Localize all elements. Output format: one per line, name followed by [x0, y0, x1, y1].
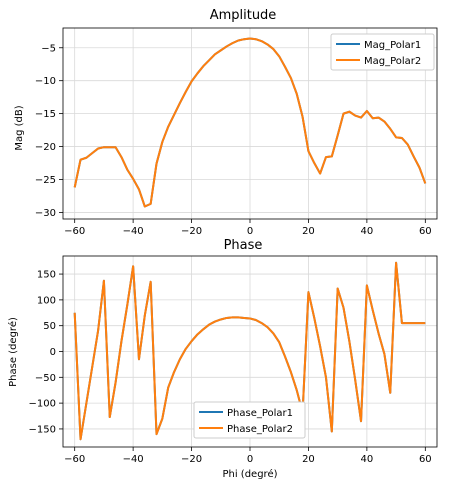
amplitude-ytick-label: −15: [35, 109, 56, 120]
amplitude-ytick-label: −30: [35, 208, 56, 219]
amplitude-xtick-label: −40: [123, 226, 144, 237]
phase-legend: Phase_Polar1 Phase_Polar2: [193, 401, 306, 439]
amplitude-ytick-label: −20: [35, 142, 56, 153]
phase-yticks: 150 100 50 0 −50 −100 −150: [29, 270, 63, 435]
amplitude-legend-label-2: Mag_Polar2: [364, 56, 421, 67]
amplitude-chart: Amplitude Mag (dB) −60 −40 −20 0 20 40 60 −5 −1…: [14, 8, 438, 237]
phase-xtick-label: 60: [419, 454, 432, 465]
phase-xtick-label: −40: [123, 454, 144, 465]
phase-ytick-label: 50: [43, 321, 56, 332]
amplitude-xtick-label: −20: [181, 226, 202, 237]
phase-xtick-label: −20: [181, 454, 202, 465]
amplitude-ytick-label: −25: [35, 175, 56, 186]
phase-lines: [73, 261, 426, 441]
phase-title: Phase: [224, 238, 263, 253]
phase-ylabel: Phase (degré): [7, 317, 19, 387]
amplitude-xtick-label: 20: [302, 226, 315, 237]
phase-ytick-label: 0: [50, 347, 56, 358]
amplitude-ylabel: Mag (dB): [14, 105, 25, 150]
phase-ytick-label: −50: [35, 373, 56, 384]
amplitude-lines: [73, 37, 427, 208]
phase-xtick-label: 40: [361, 454, 374, 465]
amplitude-xticks: −60 −40 −20 0 20 40 60: [64, 219, 432, 237]
phase-ytick-label: 150: [37, 270, 56, 281]
phase-ytick-label: 100: [37, 295, 56, 306]
amplitude-ytick-label: −5: [41, 43, 56, 54]
phase-ytick-label: −100: [29, 399, 56, 410]
phase-chart: Phase Phase (degré) Phi (degré) −60 −40 −2…: [7, 238, 438, 480]
amplitude-xtick-label: 0: [247, 226, 253, 237]
phase-legend-label-2: Phase_Polar2: [227, 424, 293, 435]
amplitude-xtick-label: −60: [64, 226, 85, 237]
amplitude-ytick-label: −10: [35, 76, 56, 87]
phase-legend-label-1: Phase_Polar1: [227, 408, 293, 419]
amplitude-series-line-2: [73, 37, 427, 208]
phase-xtick-label: 20: [302, 454, 315, 465]
amplitude-xtick-label: 40: [361, 226, 374, 237]
amplitude-title: Amplitude: [210, 8, 277, 23]
phase-xtick-label: −60: [64, 454, 85, 465]
phase-ytick-label: −150: [29, 424, 56, 435]
amplitude-yticks: −5 −10 −15 −20 −25 −30: [35, 43, 63, 219]
phase-xtick-label: 0: [247, 454, 253, 465]
phase-xlabel: Phi (degré): [222, 468, 277, 480]
phase-xticks: −60 −40 −20 0 20 40 60: [64, 447, 432, 465]
phase-series-line-2: [73, 261, 426, 441]
amplitude-legend: Mag_Polar1 Mag_Polar2: [330, 33, 435, 71]
amplitude-legend-label-1: Mag_Polar1: [364, 40, 421, 51]
amplitude-xtick-label: 60: [419, 226, 432, 237]
